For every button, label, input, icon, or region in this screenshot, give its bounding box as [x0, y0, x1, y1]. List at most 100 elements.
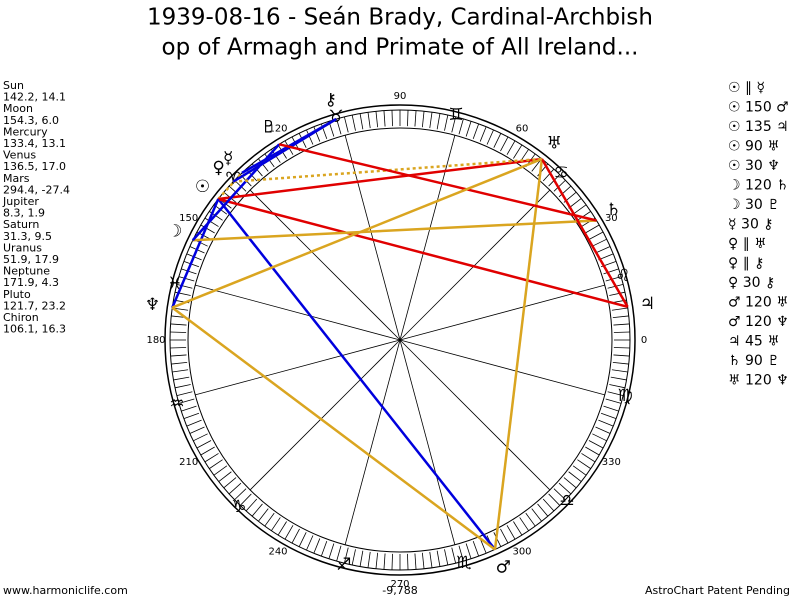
ring-tick: [558, 185, 572, 198]
degree-label: 300: [512, 546, 531, 557]
ring-tick: [572, 204, 587, 215]
planet-glyph: ♄: [606, 200, 621, 220]
ring-tick: [383, 553, 386, 570]
ring-tick: [451, 547, 457, 564]
degree-label: 210: [179, 457, 198, 468]
ring-tick: [351, 549, 356, 566]
outer-circle: [164, 104, 636, 576]
aspect-entry: ☉ 90 ♅: [728, 139, 780, 155]
ring-tick: [465, 121, 472, 137]
ring-tick: [228, 482, 242, 495]
ring-tick: [500, 528, 509, 544]
planet-glyph: ☽: [167, 222, 182, 242]
ring-tick: [234, 488, 247, 501]
sign-glyph: ♎: [559, 491, 574, 511]
aspect-entry: ♄ 90 ♇: [728, 353, 780, 369]
sign-glyph: ♈: [225, 169, 240, 189]
planet-glyph: ♅: [547, 133, 562, 153]
radial-line: [344, 135, 401, 341]
ring-tick: [458, 118, 464, 135]
site: www.harmoniclife.com: [3, 584, 128, 597]
ring-tick: [320, 540, 328, 557]
ring-tick: [367, 112, 371, 129]
sign-glyph: ♋: [554, 163, 569, 183]
ring-tick: [519, 517, 529, 531]
aspect-entry: ♂ 120 ♆: [728, 314, 789, 330]
ring-tick: [479, 126, 487, 142]
ring-circle: [169, 109, 631, 571]
ring-tick: [170, 323, 187, 326]
title-line: op of Armagh and Primate of All Ireland.…: [162, 35, 639, 61]
ring-tick: [183, 412, 200, 420]
aspect-line: [171, 198, 220, 309]
sign-glyph: ♓: [167, 274, 182, 294]
ring-tick: [572, 465, 587, 476]
ring-tick: [200, 446, 215, 456]
planet-glyph: ☿: [223, 148, 233, 168]
ring-tick: [375, 552, 379, 569]
planet-glyph: ♀: [212, 158, 224, 178]
aspect-entry: ☉ 30 ♆: [728, 158, 780, 174]
ring-tick: [375, 111, 379, 128]
ring-tick: [577, 459, 591, 469]
planet-position: 121.7, 23.2: [3, 299, 66, 312]
ring-tick: [506, 525, 516, 540]
ring-tick: [611, 307, 628, 311]
radial-line: [399, 339, 605, 396]
degree-label: 60: [516, 124, 529, 135]
ring-tick: [581, 453, 596, 463]
ring-tick: [429, 551, 433, 568]
ring-tick: [306, 129, 314, 145]
ring-tick: [407, 110, 409, 127]
ring-tick: [609, 384, 626, 389]
aspect-line: [278, 143, 597, 222]
degree-label: 150: [179, 213, 198, 224]
aspect-line: [540, 158, 629, 308]
degree-label: 180: [146, 335, 165, 346]
ring-tick: [563, 477, 577, 489]
ring-tick: [218, 471, 232, 482]
aspect-line: [218, 157, 543, 201]
ring-tick: [472, 123, 480, 140]
ring-tick: [170, 331, 187, 333]
ring-tick: [359, 550, 364, 567]
ring-tick: [383, 110, 386, 127]
ring-tick: [531, 508, 542, 522]
ring-tick: [479, 538, 487, 554]
ring-tick: [612, 315, 629, 319]
ring-tick: [277, 521, 287, 536]
ring-tick: [542, 168, 555, 182]
ring-tick: [271, 517, 281, 531]
ring-tick: [223, 477, 237, 489]
ring-tick: [414, 553, 417, 570]
inner-circle: [187, 127, 613, 553]
ring-tick: [258, 158, 269, 172]
ring-tick: [343, 116, 349, 133]
planet-name: Pluto: [3, 288, 31, 301]
ring-tick: [603, 405, 619, 412]
ring-tick: [336, 118, 342, 135]
ring-tick: [611, 369, 628, 373]
aspect-line: [171, 306, 496, 551]
ring-tick: [178, 276, 195, 282]
planet-position: 136.5, 17.0: [3, 160, 66, 173]
ring-tick: [613, 354, 630, 357]
aspect-entry: ♀ ∥ ⚷: [728, 256, 764, 272]
ring-tick: [542, 498, 555, 512]
ring-tick: [436, 550, 441, 567]
ring-tick: [444, 549, 449, 566]
ring-tick: [328, 543, 335, 559]
ring-tick: [298, 532, 307, 547]
planet-name: Sun: [3, 79, 24, 92]
degree-label: 30: [605, 213, 618, 224]
planet-name: Neptune: [3, 265, 50, 278]
planet-position: 51.9, 17.9: [3, 253, 59, 266]
ring-tick: [421, 111, 425, 128]
sign-glyph: ♊: [449, 105, 464, 125]
planet-glyph: ☉: [195, 177, 210, 197]
aspect-entry: ☿ 30 ⚷: [728, 217, 774, 233]
ring-tick: [592, 238, 607, 247]
radial-line: [195, 339, 401, 396]
ring-tick: [284, 525, 294, 540]
radial-line: [344, 339, 401, 545]
